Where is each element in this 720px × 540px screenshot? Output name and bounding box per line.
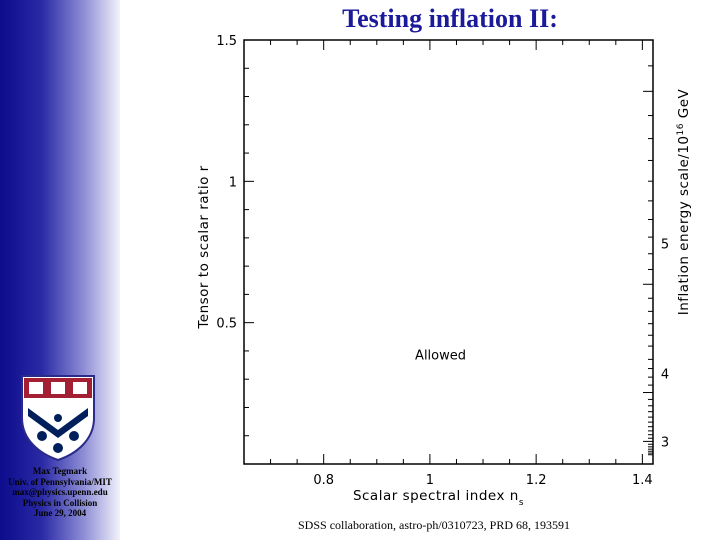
penn-shield-logo: [21, 375, 95, 462]
right-tick-label: 5: [661, 238, 669, 253]
y-axis-label: Tensor to scalar ratio r: [196, 165, 212, 329]
speaker-credits: Max Tegmark Univ. of Pennsylvania/MIT ma…: [0, 466, 120, 519]
slide-title: Testing inflation II:: [342, 4, 558, 33]
credit-line: Max Tegmark: [32, 466, 88, 476]
annotation-allowed: Allowed: [415, 348, 466, 363]
y-tick-label: 1.5: [216, 34, 237, 49]
right-axis-label: Inflation energy scale/1016 GeV: [676, 88, 692, 315]
x-axis-label-subscript: s: [519, 498, 524, 508]
source-citation: SDSS collaboration, astro-ph/0310723, PR…: [298, 518, 570, 532]
right-axis-label-exponent: 16: [676, 123, 686, 135]
credit-line: June 29, 2004: [33, 508, 87, 518]
x-tick-label: 1: [426, 473, 434, 488]
credit-line: max@physics.upenn.edu: [12, 487, 108, 497]
x-axis-label: Scalar spectral index ns: [353, 488, 524, 508]
x-tick-label: 0.8: [313, 473, 334, 488]
right-tick-label: 4: [661, 368, 669, 383]
x-tick-label: 1.2: [526, 473, 547, 488]
right-axis-label-unit: GeV: [676, 88, 692, 123]
credit-line: Physics in Collision: [22, 497, 98, 508]
x-tick-label: 1.4: [632, 473, 653, 488]
plot-frame: [243, 39, 654, 465]
credit-line: Univ. of Pennsylvania/MIT: [8, 476, 112, 487]
y-tick-label: 1: [229, 175, 237, 190]
y-tick-label: 0.5: [216, 317, 237, 332]
right-tick-label: 3: [661, 435, 669, 450]
